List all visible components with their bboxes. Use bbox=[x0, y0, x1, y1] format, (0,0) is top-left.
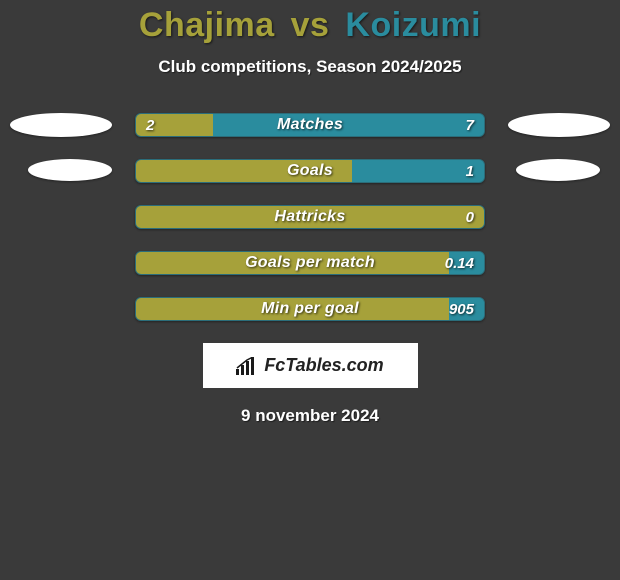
stat-bar-track: Goals per match0.14 bbox=[135, 251, 485, 275]
page-title: Chajima vs Koizumi bbox=[0, 6, 620, 45]
stat-row: Goals per match0.14 bbox=[0, 251, 620, 275]
ellipse-marker bbox=[508, 113, 610, 137]
stat-label: Goals per match bbox=[136, 252, 484, 274]
stat-bar-track: Goals1 bbox=[135, 159, 485, 183]
stat-value-left: 2 bbox=[146, 114, 154, 136]
stat-bar-track: Matches2 7 bbox=[135, 113, 485, 137]
brand-box[interactable]: FcTables.com bbox=[203, 343, 418, 388]
brand-text: FcTables.com bbox=[264, 355, 383, 376]
footer-date: 9 november 2024 bbox=[0, 406, 620, 426]
stat-value-right: 7 bbox=[466, 114, 474, 136]
stat-rows: Matches2 7 Goals1 Hattricks0 Goals per match… bbox=[0, 113, 620, 321]
player-left-name: Chajima bbox=[139, 6, 275, 44]
stat-label: Hattricks bbox=[136, 206, 484, 228]
subtitle: Club competitions, Season 2024/2025 bbox=[0, 57, 620, 77]
comparison-widget: Chajima vs Koizumi Club competitions, Se… bbox=[0, 0, 620, 426]
player-right-name: Koizumi bbox=[345, 6, 481, 44]
stat-value-right: 0.14 bbox=[445, 252, 474, 274]
stat-value-right: 905 bbox=[449, 298, 474, 320]
stat-value-right: 0 bbox=[466, 206, 474, 228]
chart-icon bbox=[236, 357, 258, 375]
stat-bar-track: Hattricks0 bbox=[135, 205, 485, 229]
stat-label: Matches bbox=[136, 114, 484, 136]
ellipse-marker bbox=[516, 159, 600, 181]
ellipse-marker bbox=[10, 113, 112, 137]
stat-value-right: 1 bbox=[466, 160, 474, 182]
stat-row: Hattricks0 bbox=[0, 205, 620, 229]
vs-label: vs bbox=[291, 6, 330, 44]
stat-bar-track: Min per goal905 bbox=[135, 297, 485, 321]
stat-label: Goals bbox=[136, 160, 484, 182]
ellipse-marker bbox=[28, 159, 112, 181]
stat-row: Min per goal905 bbox=[0, 297, 620, 321]
stat-label: Min per goal bbox=[136, 298, 484, 320]
